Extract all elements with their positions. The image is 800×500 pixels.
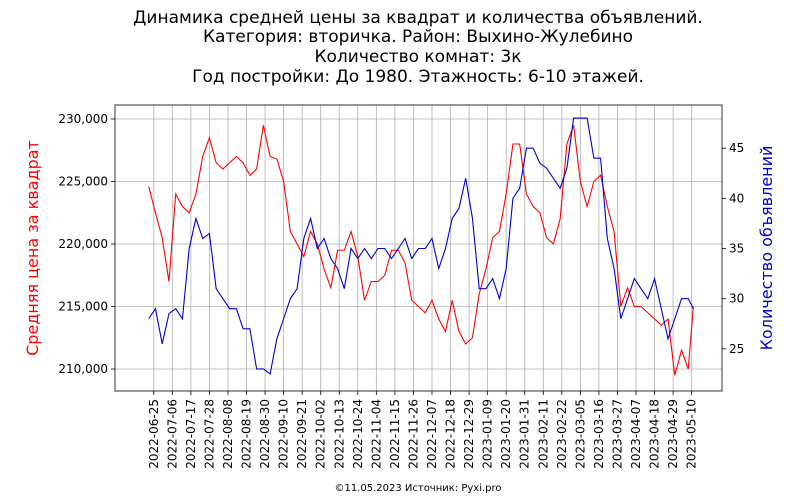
x-tick-label: 2022-12-18 — [444, 399, 458, 469]
y-tick-label: 225,000 — [58, 175, 108, 189]
x-tick-label: 2022-11-26 — [406, 399, 420, 469]
x-tick-label: 2023-01-09 — [481, 399, 495, 469]
x-tick-label: 2023-03-27 — [610, 399, 624, 469]
x-tick-label: 2023-03-05 — [573, 399, 587, 469]
chart-title: Год постройки: До 1980. Этажность: 6-10 … — [192, 67, 644, 87]
y-axis-label: Средняя цена за квадрат — [23, 140, 42, 356]
y2-tick-label: 30 — [729, 292, 744, 306]
x-tick-label: 2022-09-10 — [277, 399, 291, 469]
x-tick-label: 2022-07-28 — [202, 399, 216, 469]
y2-tick-label: 25 — [729, 342, 744, 356]
y2-tick-label: 45 — [729, 141, 744, 155]
x-tick-label: 2023-04-18 — [648, 399, 662, 469]
x-tick-label: 2023-02-22 — [555, 399, 569, 469]
y-tick-label: 210,000 — [58, 362, 108, 376]
chart-title: Количество комнат: 3к — [314, 47, 521, 67]
y-tick-label: 220,000 — [58, 237, 108, 251]
y-tick-label: 215,000 — [58, 300, 108, 314]
y2-axis-label: Количество объявлений — [757, 146, 776, 351]
x-tick-label: 2022-06-25 — [147, 399, 161, 469]
plot-frame — [114, 104, 723, 392]
x-tick-label: 2023-04-07 — [629, 399, 643, 469]
x-tick-label: 2022-08-08 — [221, 399, 235, 469]
chart-title: Динамика средней цены за квадрат и колич… — [133, 8, 703, 28]
x-tick-label: 2022-09-21 — [295, 399, 309, 469]
x-tick-label: 2023-01-31 — [518, 399, 532, 469]
series-line — [148, 125, 694, 376]
x-tick-label: 2023-03-16 — [592, 399, 606, 469]
series-line — [148, 117, 694, 375]
x-tick-label: 2023-02-11 — [536, 399, 550, 469]
footer: ©11.05.2023 Источник: Pyxi.pro — [334, 483, 501, 494]
x-tick-label: 2022-08-19 — [240, 399, 254, 469]
x-tick-label: 2022-08-30 — [258, 399, 272, 469]
x-tick-label: 2022-11-15 — [388, 399, 402, 469]
x-tick-label: 2022-10-13 — [332, 399, 346, 469]
x-tick-label: 2022-10-24 — [351, 399, 365, 469]
y2-tick-label: 35 — [729, 242, 744, 256]
chart-title: Категория: вторичка. Район: Выхино-Жулеб… — [203, 27, 633, 47]
x-tick-label: 2023-05-10 — [685, 399, 699, 469]
x-tick-label: 2023-01-20 — [499, 399, 513, 469]
x-tick-label: 2022-12-29 — [462, 399, 476, 469]
x-tick-label: 2023-04-29 — [666, 399, 680, 469]
y-tick-label: 230,000 — [58, 112, 108, 126]
y2-tick-label: 40 — [729, 191, 744, 205]
x-tick-label: 2022-07-06 — [165, 399, 179, 469]
x-tick-label: 2022-11-04 — [369, 399, 383, 469]
x-tick-label: 2022-10-02 — [314, 399, 328, 469]
x-tick-label: 2022-07-17 — [184, 399, 198, 469]
x-tick-label: 2022-12-07 — [425, 399, 439, 469]
